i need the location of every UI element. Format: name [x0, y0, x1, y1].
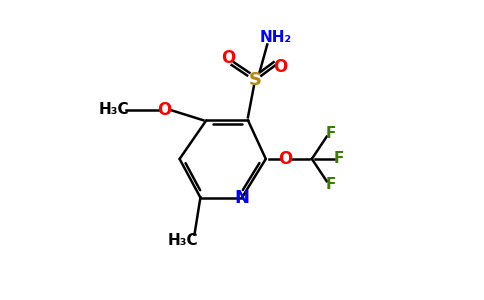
Text: H₃C: H₃C [167, 233, 198, 248]
Text: F: F [326, 126, 336, 141]
Text: S: S [249, 71, 262, 89]
Text: O: O [222, 49, 236, 67]
Text: NH₂: NH₂ [260, 30, 292, 45]
Text: H₃C: H₃C [99, 102, 130, 117]
Text: F: F [326, 177, 336, 192]
Text: O: O [278, 150, 292, 168]
Text: O: O [158, 101, 172, 119]
Text: N: N [235, 189, 249, 207]
Text: O: O [273, 58, 288, 76]
Text: F: F [333, 152, 344, 166]
